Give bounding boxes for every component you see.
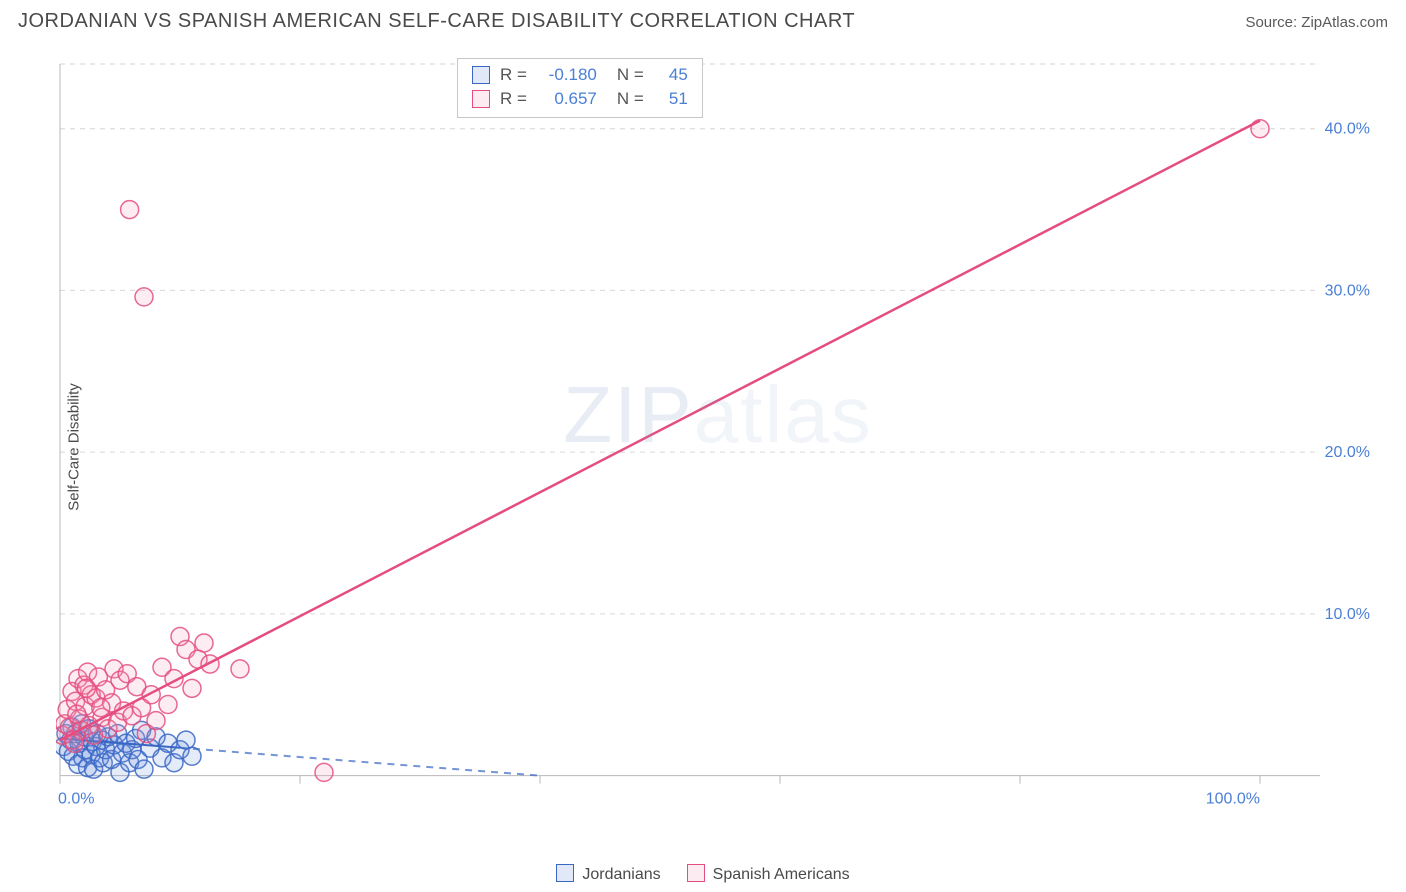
svg-text:30.0%: 30.0%	[1325, 282, 1370, 299]
legend: Jordanians Spanish Americans	[0, 864, 1406, 884]
svg-text:100.0%: 100.0%	[1206, 791, 1260, 808]
source-label: Source: ZipAtlas.com	[1245, 14, 1388, 31]
correlation-stats-box: R =-0.180N =45R =0.657N =51	[457, 58, 703, 118]
chart-title: JORDANIAN VS SPANISH AMERICAN SELF-CARE …	[18, 10, 855, 33]
stats-row: R =0.657N =51	[472, 87, 688, 111]
svg-text:0.0%: 0.0%	[58, 791, 94, 808]
svg-text:10.0%: 10.0%	[1325, 606, 1370, 623]
chart-area: Self-Care Disability 10.0%20.0%30.0%40.0…	[38, 50, 1398, 844]
svg-text:40.0%: 40.0%	[1325, 121, 1370, 138]
legend-item: Jordanians	[556, 864, 660, 884]
svg-text:20.0%: 20.0%	[1325, 444, 1370, 461]
legend-item: Spanish Americans	[687, 864, 850, 884]
scatter-plot: 10.0% 20.0% 30.0% 40.0% 0.0% 100.0%	[56, 50, 1388, 844]
stats-row: R =-0.180N =45	[472, 63, 688, 87]
